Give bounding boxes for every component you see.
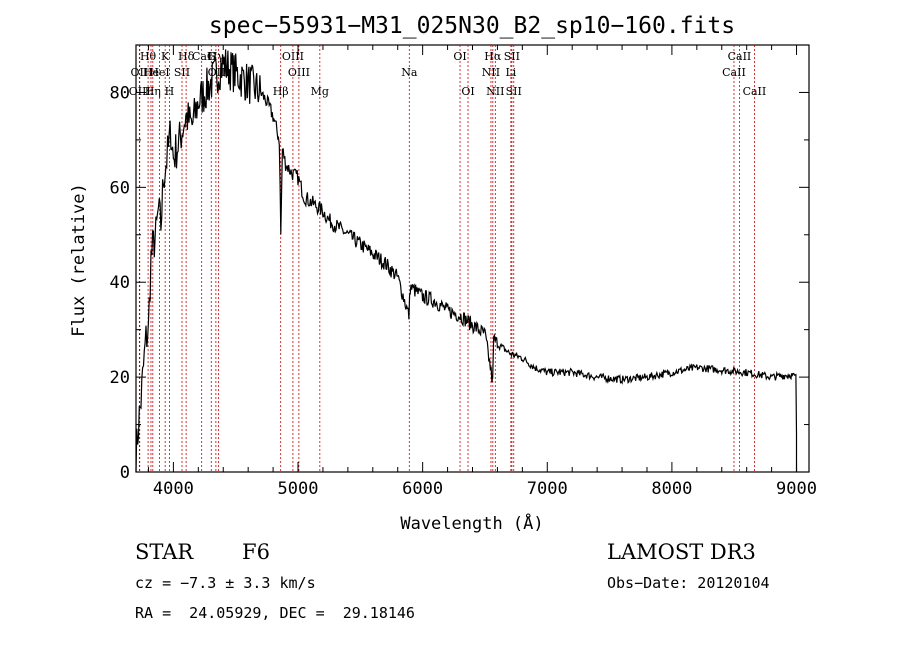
spectral-line-label: OIII <box>288 66 310 79</box>
spectrum-series-line <box>135 49 798 473</box>
survey-name: LAMOST DR3 <box>607 540 756 564</box>
spectral-line-label: SII <box>174 66 190 79</box>
y-tick-label: 80 <box>110 83 130 103</box>
observation-date: Obs−Date: 20120104 <box>607 574 770 592</box>
spectral-line-label: OII <box>131 66 149 79</box>
x-tick-label: 6000 <box>402 479 443 499</box>
spectral-line-label: Na <box>401 66 418 79</box>
spectral-line-label: Hγ <box>208 50 225 63</box>
y-tick-label: 60 <box>110 178 130 198</box>
spectral-line-label: Hβ <box>273 85 289 98</box>
spectral-line-label: CaI <box>192 50 211 63</box>
spectral-line-label: CaII <box>728 50 752 63</box>
spectral-line-label: CaII <box>743 85 767 98</box>
spectral-line-label: G <box>207 50 216 63</box>
spectral-line-label: OI <box>461 85 474 98</box>
spectral-line-label: Hδ <box>178 50 195 63</box>
spectral-line-label: Hα <box>484 50 502 63</box>
spectral-line-label: SII <box>506 85 522 98</box>
x-axis-label: Wavelength (Å) <box>400 512 543 534</box>
spectral-line-label: Mg <box>311 85 329 98</box>
x-tick-label: 8000 <box>651 479 692 499</box>
y-tick-label: 40 <box>110 273 130 293</box>
spectral-line-label: OIII <box>282 50 304 63</box>
spectral-line-label: SII <box>504 50 520 63</box>
spectral-line-label: CaII <box>722 66 746 79</box>
x-tick-label: 7000 <box>527 479 568 499</box>
spectral-line-label: HeI <box>149 66 169 79</box>
y-tick-label: 0 <box>120 463 130 483</box>
spectral-line-label: Hθ <box>140 50 157 63</box>
x-tick-label: 5000 <box>278 479 319 499</box>
object-class: STAR <box>135 540 194 564</box>
spectral-line-label: H <box>165 85 175 98</box>
spectral-line-label: Hη <box>145 85 161 98</box>
y-axis-label: Flux (relative) <box>69 183 89 337</box>
x-tick-label: 4000 <box>153 479 194 499</box>
spectral-line-label: K <box>161 50 170 63</box>
coordinates-readout: RA = 24.05929, DEC = 29.18146 <box>135 604 415 622</box>
chart-title: spec−55931−M31_025N30_B2_sp10−160.fits <box>209 13 735 39</box>
spectral-line-label: OIII <box>129 85 151 98</box>
spectral-subclass: F6 <box>242 540 270 564</box>
spectral-line-label: He <box>143 66 159 79</box>
spectral-line-label: OI <box>453 50 466 63</box>
spectral-line-label: Li <box>505 66 516 79</box>
spectral-line-label: NII <box>482 66 500 79</box>
plot-frame <box>135 44 810 473</box>
y-tick-label: 20 <box>110 368 130 388</box>
x-tick-label: 9000 <box>776 479 817 499</box>
velocity-readout: cz = −7.3 ± 3.3 km/s <box>135 574 316 592</box>
spectral-line-label: NII <box>486 85 504 98</box>
